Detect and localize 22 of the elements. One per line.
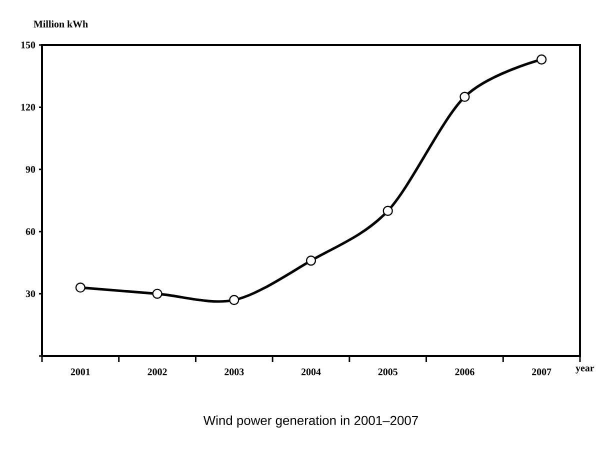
point	[75, 282, 86, 293]
y-tick-label: 30	[26, 290, 36, 298]
x-tick-label: 2006	[455, 368, 474, 376]
point	[152, 288, 162, 299]
y-axis-title: Million kWh	[34, 20, 88, 28]
x-axis-title: year	[576, 366, 594, 374]
x-tick-label: 2004	[301, 368, 321, 376]
x-tick-label: 2001	[70, 368, 90, 376]
y-tick-label: 90	[26, 166, 36, 173]
text: Wind power generation in 2001–2007	[203, 416, 418, 428]
point	[536, 54, 547, 65]
x-tick-label: 2002	[148, 368, 167, 376]
y-tick-label: 60	[26, 228, 36, 235]
point	[460, 92, 470, 102]
x-tick-label: 2003	[224, 368, 244, 376]
x-tick-label: 2007	[532, 368, 552, 376]
point	[306, 256, 316, 266]
y-tick-label: 120	[21, 104, 36, 111]
y-tick-label: 150	[21, 42, 36, 48]
point	[382, 206, 393, 216]
x-tick-label: 2005	[378, 368, 398, 376]
point	[229, 294, 240, 306]
